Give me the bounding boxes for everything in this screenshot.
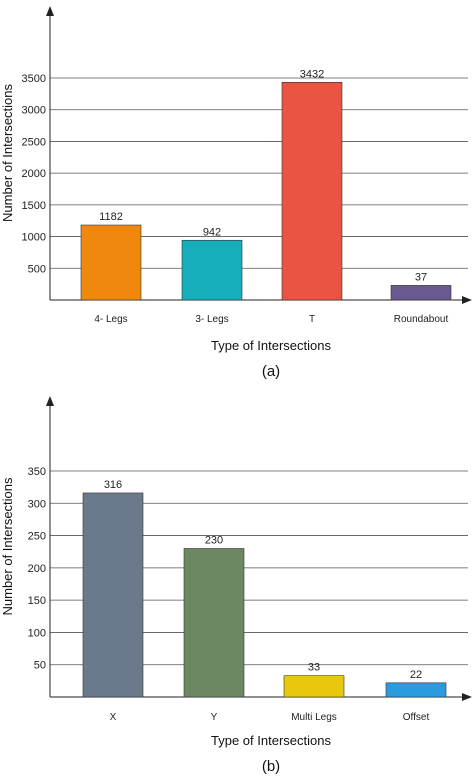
x-category-label: Offset xyxy=(403,712,430,723)
panel-label: (a) xyxy=(262,363,280,380)
bar-value-label: 316 xyxy=(104,479,122,491)
bar-value-label: 3432 xyxy=(300,68,324,80)
y-tick-label: 3500 xyxy=(22,73,46,85)
y-tick-label: 200 xyxy=(28,563,46,575)
y-tick-label: 2000 xyxy=(22,168,46,180)
x-category-label: Roundabout xyxy=(394,314,449,325)
bar-value-label: 230 xyxy=(205,534,223,546)
x-category-label: 3- Legs xyxy=(195,314,228,325)
bar-value-label: 37 xyxy=(415,271,427,283)
bar xyxy=(281,82,343,301)
bar xyxy=(80,224,142,301)
y-axis-title: Number of Intersections xyxy=(0,477,15,616)
chart-panel-0: 500 1000 1500 2000 2500 3000 3500 1182 4- Legs 94… xyxy=(0,6,472,380)
y-tick-label: 100 xyxy=(28,627,46,639)
bar xyxy=(390,285,452,301)
bar-value-label: 22 xyxy=(410,669,422,681)
panel-label: (b) xyxy=(262,758,280,775)
bar xyxy=(183,548,245,698)
bar-value-label: 1182 xyxy=(99,211,123,223)
x-category-label: X xyxy=(110,712,117,723)
bar-value-label: 942 xyxy=(203,226,221,238)
y-axis-arrow xyxy=(46,6,54,16)
y-axis-title: Number of Intersections xyxy=(0,84,15,223)
bar xyxy=(385,682,447,698)
y-tick-label: 1500 xyxy=(22,200,46,212)
y-tick-label: 2500 xyxy=(22,136,46,148)
y-axis-arrow xyxy=(46,396,54,406)
x-axis-arrow xyxy=(462,296,472,304)
y-tick-label: 3000 xyxy=(22,105,46,117)
y-tick-label: 1000 xyxy=(22,232,46,244)
x-axis-title: Type of Intersections xyxy=(211,733,331,748)
x-category-label: Multi Legs xyxy=(291,712,337,723)
x-category-label: Y xyxy=(211,712,218,723)
y-tick-label: 350 xyxy=(28,466,46,478)
x-category-label: T xyxy=(309,314,315,325)
y-tick-label: 500 xyxy=(28,263,46,275)
y-tick-label: 250 xyxy=(28,531,46,543)
bar xyxy=(82,492,144,698)
y-tick-label: 150 xyxy=(28,595,46,607)
x-axis-arrow xyxy=(462,693,472,701)
y-tick-label: 50 xyxy=(34,660,46,672)
y-tick-label: 300 xyxy=(28,498,46,510)
bar-value-label: 33 xyxy=(308,662,320,674)
chart-panel-1: 50 100 150 200 250 300 350 316 X 230 Y 33 Multi Legs… xyxy=(0,396,472,775)
x-category-label: 4- Legs xyxy=(94,314,127,325)
bar xyxy=(283,675,345,698)
x-axis-title: Type of Intersections xyxy=(211,338,331,353)
bar xyxy=(181,239,243,301)
